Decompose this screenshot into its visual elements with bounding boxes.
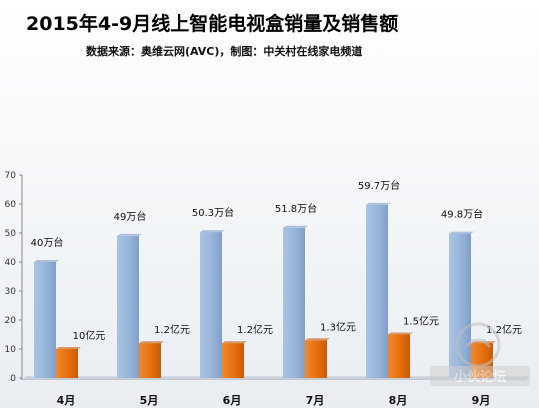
y-tick-label: 30 [5, 287, 17, 297]
y-tick-label: 70 [5, 171, 17, 181]
chart-title: 2015年4-9月线上智能电视盒销量及销售额 [26, 12, 398, 35]
data-label-revenue: 10亿元 [73, 329, 106, 342]
bar-revenue-top [222, 341, 247, 344]
x-tick-label: 9月 [472, 394, 491, 407]
bar-revenue [305, 340, 327, 378]
watermark: 小伙论坛 [430, 322, 530, 386]
bar-units-top [34, 260, 59, 262]
svg-text:小伙论坛: 小伙论坛 [454, 369, 506, 385]
bar-revenue-top [139, 341, 164, 344]
bar-revenue [388, 334, 410, 378]
y-tick-label: 60 [5, 200, 17, 210]
bar-revenue [139, 343, 161, 378]
bar-units [449, 233, 471, 378]
data-label-units: 50.3万台 [192, 206, 234, 219]
data-label-units: 51.8万台 [275, 202, 317, 215]
x-tick-label: 7月 [306, 394, 325, 407]
data-label-units: 49.8万台 [441, 208, 483, 221]
bar-units-top [117, 233, 142, 236]
bar-units [200, 232, 222, 378]
data-label-units: 59.7万台 [358, 179, 400, 192]
y-tick-label: 50 [5, 229, 17, 239]
y-tick-label: 40 [5, 258, 17, 268]
bar-revenue-top [305, 338, 330, 341]
chart-subtitle: 数据来源：奥维云网(AVC)，制图：中关村在线家电频道 [86, 44, 362, 58]
data-label-units: 40万台 [31, 236, 64, 249]
data-label-units: 49万台 [114, 210, 147, 223]
bar-units [117, 235, 139, 378]
data-label-revenue: 1.2亿元 [154, 323, 190, 336]
plot-area: 0 10 20 30 40 50 60 70 40万台 10亿元 49万台 1.2亿元 50.3万台 1… [5, 171, 530, 407]
bar-units-top [449, 231, 474, 234]
bar-revenue-top [388, 332, 413, 335]
data-label-revenue: 1.2亿元 [237, 323, 273, 336]
data-label-revenue: 1.3亿元 [320, 320, 356, 333]
x-tick-label: 4月 [57, 394, 76, 407]
x-tick-label: 8月 [389, 394, 408, 407]
data-label-revenue: 1.5亿元 [403, 315, 439, 328]
bar-units-top [366, 202, 391, 205]
x-tick-label: 5月 [140, 394, 159, 407]
x-tick-label: 6月 [223, 394, 242, 407]
bar-units [34, 262, 56, 378]
y-tick-label: 0 [10, 374, 16, 384]
y-tick-label: 10 [5, 345, 17, 355]
y-tick-label: 20 [5, 316, 17, 326]
bar-revenue [56, 349, 78, 378]
bar-revenue-top [56, 347, 81, 349]
bar-revenue [222, 343, 244, 378]
bar-units-top [200, 230, 225, 233]
bar-units [283, 227, 305, 378]
bar-units [366, 204, 388, 378]
bar-units-top [283, 225, 308, 228]
y-axis-ticks: 0 10 20 30 40 50 60 70 [5, 171, 22, 384]
x-axis-labels: 4月 5月 6月 7月 8月 9月 [57, 394, 491, 407]
bars: 40万台 10亿元 49万台 1.2亿元 50.3万台 1.2亿元 51.8万台 1.3亿元 5… [31, 179, 522, 378]
